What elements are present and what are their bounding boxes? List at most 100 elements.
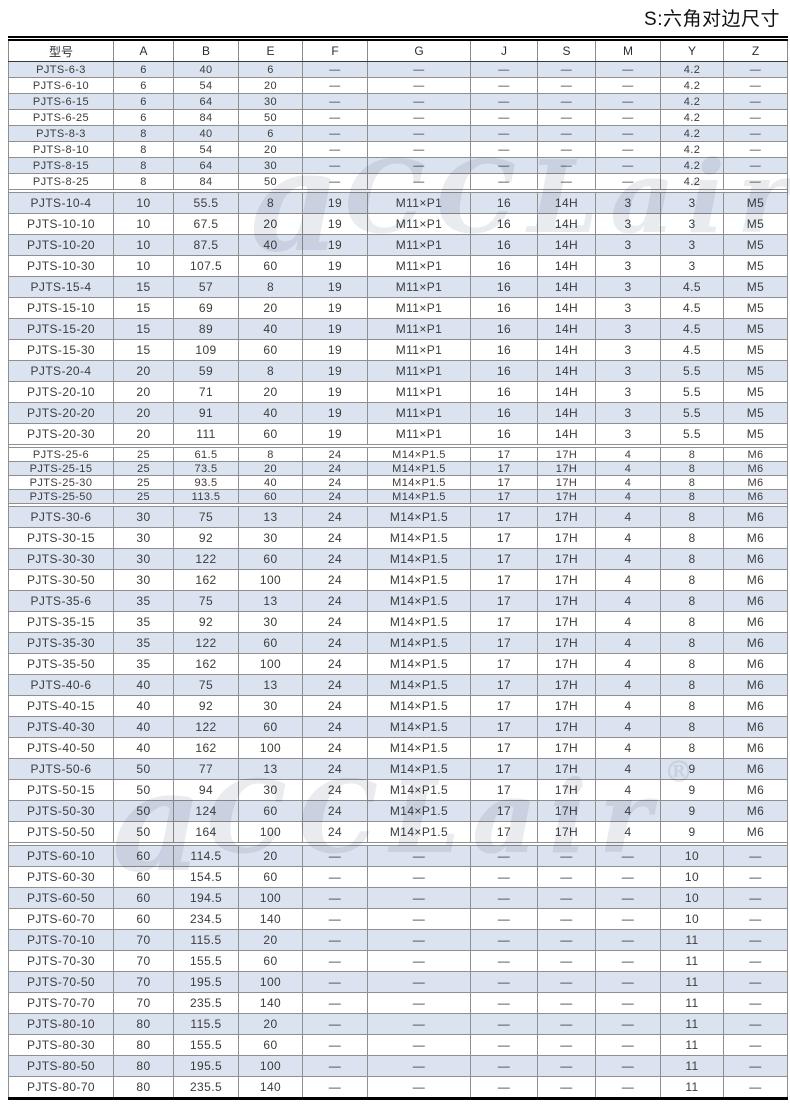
column-header-A: A [113,38,174,62]
cell-model: PJTS-15-20 [8,318,114,340]
cell-G: M14×P1.5 [367,716,471,738]
cell-G: M14×P1.5 [367,674,471,696]
cell-F: — [302,109,368,126]
cell-F: 19 [302,255,368,277]
cell-model: PJTS-30-30 [8,548,114,570]
cell-A: 30 [113,548,174,570]
table-row: PJTS-60-70 60 234.5 140— — — — —10— [8,908,788,930]
cell-M: — [595,77,661,94]
cell-S: 17H [537,506,596,528]
cell-A: 80 [113,1055,174,1077]
cell-S: — [537,992,596,1014]
cell-F: 19 [302,423,368,445]
cell-S: 17H [537,569,596,591]
cell-Y: 8 [660,737,724,759]
cell-Y: 4.2 [660,125,724,142]
cell-Y: 5.5 [660,381,724,403]
table-row: PJTS-10-30 10 107.5 60 19 M11×P1 16 14H 3 3 M5 [8,255,788,277]
column-header-E: E [238,38,303,62]
cell-Z: — [723,157,788,174]
table-row: PJTS-8-3 8 40 6— — — — —4.2— [8,125,788,142]
cell-E: 20 [238,1013,303,1035]
cell-B: 92 [173,611,239,633]
cell-Z: M6 [723,800,788,822]
cell-Y: 8 [660,527,724,549]
cell-M: 3 [595,318,661,340]
cell-J: 17 [470,716,538,738]
cell-Z: — [723,908,788,930]
cell-J: — [470,109,538,126]
cell-J: — [470,1076,538,1099]
cell-model: PJTS-6-10 [8,77,114,94]
cell-J: — [470,1055,538,1077]
cell-B: 111 [173,423,239,445]
cell-J: 16 [470,360,538,382]
table-row: PJTS-80-10 80 115.5 20— — — — —11— [8,1013,788,1035]
table-row: PJTS-15-4 15 57 8 19 M11×P1 16 14H 3 4.5 M5 [8,276,788,298]
cell-A: 10 [113,255,174,277]
cell-Z: — [723,929,788,951]
cell-A: 10 [113,213,174,235]
cell-B: 75 [173,506,239,528]
table-row: PJTS-60-10 60 114.5 20— — — — —10— [8,845,788,867]
cell-J: 17 [470,653,538,675]
cell-Z: M6 [723,506,788,528]
cell-A: 6 [113,109,174,126]
cell-S: 17H [537,475,596,490]
cell-M: — [595,141,661,158]
cell-Z: M6 [723,653,788,675]
cell-A: 20 [113,360,174,382]
cell-J: — [470,971,538,993]
cell-J: 17 [470,611,538,633]
cell-E: 60 [238,800,303,822]
cell-G: — [367,1076,471,1099]
cell-Y: 3 [660,255,724,277]
cell-model: PJTS-40-6 [8,674,114,696]
cell-J: — [470,173,538,190]
cell-F: 19 [302,234,368,256]
cell-model: PJTS-70-70 [8,992,114,1014]
cell-B: 114.5 [173,845,239,867]
table-row: PJTS-35-30 35 122 60 24 M14×P1.5 17 17H 4 8 M6 [8,632,788,654]
cell-G: M14×P1.5 [367,475,471,490]
cell-E: 20 [238,213,303,235]
cell-F: 24 [302,821,368,843]
cell-M: 4 [595,447,661,462]
cell-model: PJTS-10-30 [8,255,114,277]
cell-F: 24 [302,548,368,570]
cell-G: M14×P1.5 [367,779,471,801]
table-row: PJTS-20-4 20 59 8 19 M11×P1 16 14H 3 5.5 M5 [8,360,788,382]
cell-B: 122 [173,632,239,654]
cell-E: 100 [238,653,303,675]
cell-B: 75 [173,590,239,612]
cell-J: — [470,93,538,110]
cell-S: 14H [537,318,596,340]
cell-J: 16 [470,423,538,445]
table-row: PJTS-25-15 25 73.5 20 24 M14×P1.5 17 17H 4 8 M6 [8,461,788,476]
cell-M: 3 [595,339,661,361]
cell-J: 16 [470,402,538,424]
cell-G: — [367,61,471,78]
cell-A: 6 [113,93,174,110]
cell-Z: — [723,971,788,993]
cell-A: 60 [113,908,174,930]
cell-G: — [367,845,471,867]
cell-E: 140 [238,908,303,930]
cell-model: PJTS-60-10 [8,845,114,867]
cell-F: 24 [302,758,368,780]
table-row: PJTS-35-15 35 92 30 24 M14×P1.5 17 17H 4 8 M6 [8,611,788,633]
cell-A: 10 [113,234,174,256]
cell-A: 35 [113,653,174,675]
cell-J: 17 [470,632,538,654]
cell-model: PJTS-35-15 [8,611,114,633]
cell-M: 4 [595,527,661,549]
cell-G: M14×P1.5 [367,800,471,822]
cell-Z: M6 [723,758,788,780]
cell-M: — [595,908,661,930]
cell-F: 19 [302,276,368,298]
cell-E: 60 [238,255,303,277]
table-row: PJTS-50-50 50 164 100 24 M14×P1.5 17 17H 4 9 M6 [8,821,788,843]
cell-S: 17H [537,674,596,696]
cell-J: — [470,141,538,158]
cell-G: — [367,929,471,951]
